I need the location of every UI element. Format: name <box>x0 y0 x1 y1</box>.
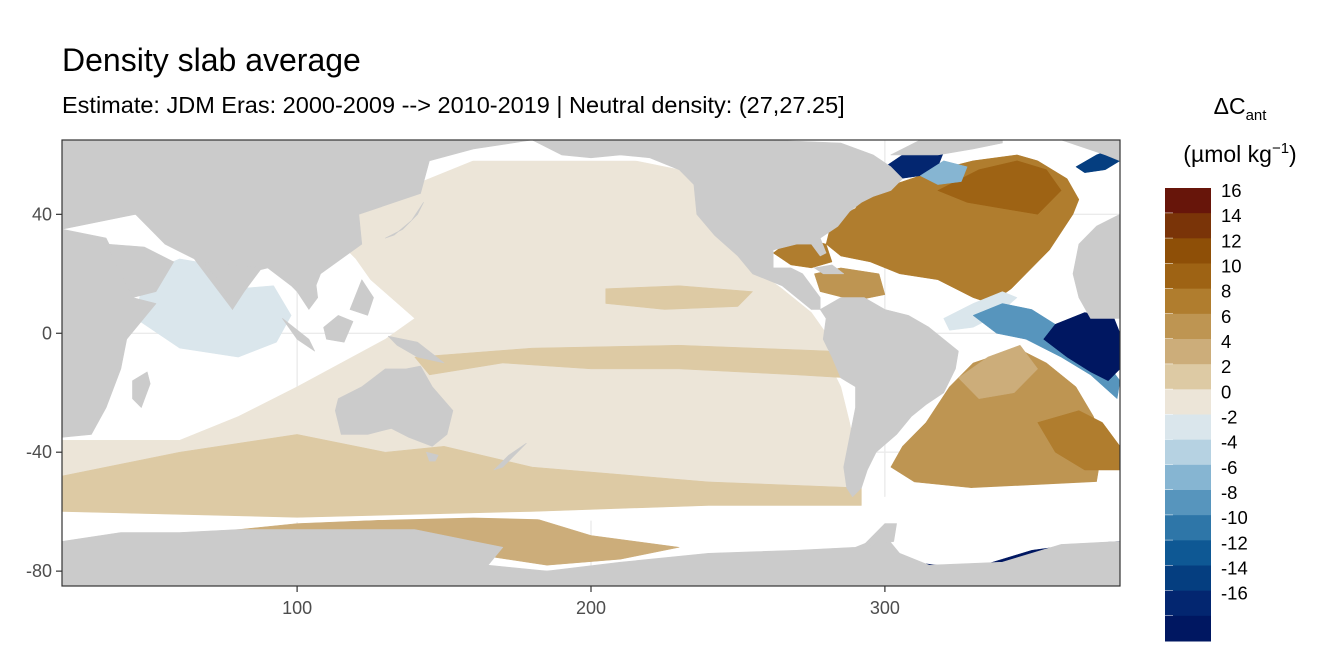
legend-label: 0 <box>1221 381 1231 402</box>
x-tick-label: 200 <box>576 598 606 618</box>
field-regions <box>62 145 1120 575</box>
legend-swatch <box>1165 590 1211 617</box>
region-atl-south-deep-10 <box>1037 410 1120 471</box>
legend-swatch <box>1165 313 1211 340</box>
land-borneo <box>323 315 354 343</box>
legend-label: -8 <box>1221 482 1237 503</box>
region-atl-south-low-4-6 <box>958 344 1038 399</box>
y-tick-label: 0 <box>42 323 52 343</box>
legend-title-main: ΔC <box>1214 93 1246 119</box>
legend-swatch <box>1165 565 1211 592</box>
x-tick-label: 300 <box>870 598 900 618</box>
region-south-band-2-4 <box>62 434 862 518</box>
legend-swatch <box>1165 213 1211 239</box>
legend-swatch <box>1165 389 1211 415</box>
x-tick-label: 100 <box>282 598 312 618</box>
land-antarctic-peninsula <box>861 523 897 548</box>
land-madagascar <box>132 371 151 408</box>
legend-unit-post: ) <box>1289 141 1297 167</box>
legend-label: -4 <box>1221 432 1237 453</box>
legend-unit-pre: (µmol kg <box>1183 141 1272 167</box>
land-japan <box>384 202 424 239</box>
region-atl-north-deep-12 <box>937 160 1062 215</box>
region-caribbean-6-8 <box>814 267 886 301</box>
legend-label: -12 <box>1221 532 1248 553</box>
land-europe <box>1060 140 1120 162</box>
land-new-guinea <box>387 335 445 364</box>
legend-label: 16 <box>1221 180 1242 201</box>
legend-swatch <box>1165 414 1211 441</box>
legend-swatch <box>1165 288 1211 315</box>
land-sumatra <box>282 318 316 352</box>
y-tick-label: -80 <box>26 561 52 581</box>
land-australia <box>334 365 454 447</box>
legend-label: -14 <box>1221 558 1248 579</box>
legend-label: -16 <box>1221 583 1248 604</box>
legend-label: -2 <box>1221 407 1237 428</box>
land-south-america <box>819 297 959 498</box>
region-eq-atlantic-neg <box>972 303 1120 399</box>
nodata-antarctic-gap <box>62 481 1120 548</box>
legend-swatch <box>1165 515 1211 541</box>
legend-swatch <box>1165 188 1211 214</box>
land-north-america <box>531 140 903 310</box>
legend-swatch <box>1165 439 1211 466</box>
region-eq-pacific-2-4 <box>414 344 847 379</box>
legend-bins: 16 14 12 10 8 6 4 2 0 -2 -4 -6 -8 -10 -12 -14 -16 <box>1165 180 1248 642</box>
legend-swatch <box>1165 540 1211 566</box>
land-indochina <box>285 273 319 310</box>
region-labrador-light-neg <box>919 160 968 185</box>
legend-swatch <box>1165 490 1211 516</box>
legend-label: 4 <box>1221 331 1231 352</box>
land-arabia <box>105 243 174 298</box>
land-cuba <box>814 264 845 275</box>
land-philippines <box>349 279 374 316</box>
legend-title-sub: ant <box>1246 107 1268 124</box>
legend-label: 14 <box>1221 205 1242 226</box>
legend-swatch <box>1165 339 1211 365</box>
legend-label: 12 <box>1221 230 1242 251</box>
legend-swatch <box>1165 364 1211 390</box>
land-masks <box>62 140 1120 586</box>
chart-title: Density slab average <box>62 42 361 78</box>
legend-swatch <box>1165 263 1211 290</box>
legend: ΔCant (µmol kg−1) 16 14 12 10 8 6 4 2 0 -2 -4 -6 -8 -… <box>1165 93 1297 642</box>
land-eurasia <box>62 140 533 310</box>
legend-unit-sup: −1 <box>1272 140 1289 157</box>
land-tasmania <box>426 451 439 462</box>
legend-label: -10 <box>1221 507 1248 528</box>
legend-swatch <box>1165 464 1211 491</box>
region-pacific-patch-2-4 <box>605 285 753 310</box>
chart-subtitle: Estimate: JDM Eras: 2000-2009 --> 2010-2… <box>62 92 845 118</box>
legend-swatch <box>1165 615 1211 642</box>
legend-title: ΔCant <box>1214 93 1268 124</box>
land-india <box>202 261 263 310</box>
legend-label: 10 <box>1221 256 1242 277</box>
legend-unit: (µmol kg−1) <box>1183 140 1296 167</box>
legend-label: 8 <box>1221 281 1231 302</box>
y-tick-label: -40 <box>26 442 52 462</box>
y-tick-label: 40 <box>32 204 52 224</box>
legend-label: 2 <box>1221 356 1231 377</box>
land-west-africa <box>1072 214 1120 319</box>
land-greenland <box>890 140 1003 156</box>
land-new-zealand <box>493 442 527 471</box>
legend-swatch <box>1165 238 1211 264</box>
land-antarctica <box>62 529 1120 586</box>
legend-label: -6 <box>1221 457 1237 478</box>
legend-label: 6 <box>1221 306 1231 327</box>
map-panel <box>61 139 1121 587</box>
